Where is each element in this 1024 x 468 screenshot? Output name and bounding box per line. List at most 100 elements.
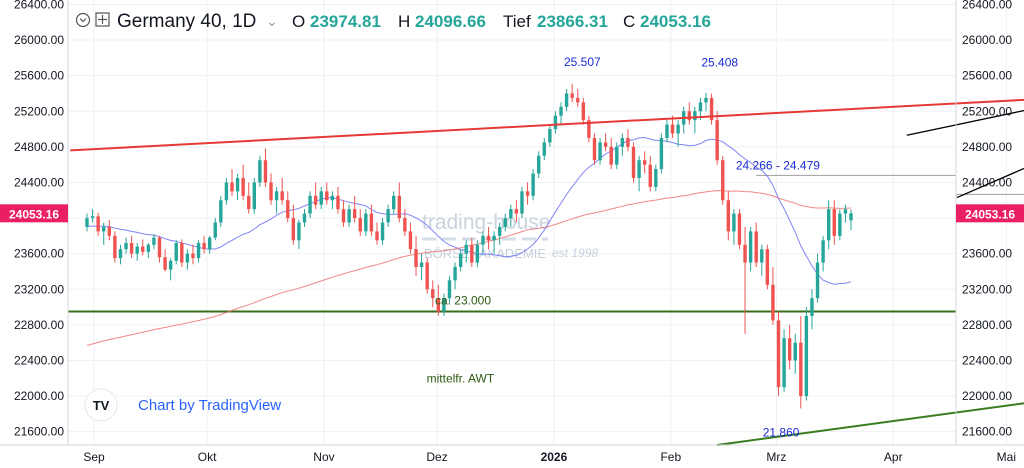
candle-body [352, 209, 357, 219]
candle [392, 191, 396, 214]
candle [319, 186, 323, 210]
collapse-icon[interactable] [75, 12, 91, 28]
candle [821, 235, 825, 272]
candle [615, 142, 619, 170]
candle-body [464, 244, 468, 254]
candle-body [743, 244, 747, 263]
green-long-trendline [717, 402, 1024, 446]
candle-body [553, 115, 558, 130]
candle-body [230, 182, 234, 192]
compare-icon[interactable] [95, 12, 110, 27]
candle-body [676, 124, 680, 134]
candle [525, 182, 530, 205]
y-tick-label-left: 25200.00 [14, 104, 64, 118]
candle-body [826, 209, 831, 241]
candle-body [715, 120, 719, 161]
candle [765, 244, 770, 290]
tradingview-link[interactable]: Chart by TradingView [138, 397, 281, 414]
candle-body [687, 111, 691, 121]
candle [113, 231, 117, 263]
candle-body [369, 213, 374, 232]
candle-body [364, 213, 368, 232]
low-label: Tief [503, 12, 531, 31]
candle [180, 239, 184, 267]
y-tick-label-right: 24800.00 [962, 140, 1012, 154]
candle-body [799, 342, 803, 397]
candle [163, 249, 167, 272]
candle [380, 218, 385, 245]
candle [185, 249, 190, 270]
y-tick-label-right: 22000.00 [962, 389, 1012, 403]
candle-body [492, 235, 496, 241]
candle [793, 333, 797, 374]
open-value: 23974.81 [310, 12, 381, 31]
candle-body [598, 142, 602, 161]
candle [336, 186, 340, 214]
candle [330, 191, 335, 210]
candle [235, 173, 240, 201]
candle-body [358, 218, 362, 232]
candle [247, 182, 251, 214]
candle-body [247, 195, 251, 210]
candle-body [709, 97, 714, 121]
candle [313, 182, 318, 210]
candle [431, 280, 435, 308]
candle-body [280, 191, 284, 201]
candle [843, 204, 848, 223]
symbol-title[interactable]: Germany 40, 1D [117, 11, 256, 32]
candle [771, 267, 775, 325]
candle [325, 182, 329, 205]
candle [748, 226, 753, 272]
candle [849, 209, 853, 230]
candle-body [592, 137, 597, 161]
candle [648, 155, 652, 192]
symbol-dropdown-icon[interactable]: ⌄ [266, 13, 278, 29]
x-tick-label: Nov [313, 450, 334, 464]
candle [715, 111, 719, 165]
candle [470, 237, 474, 267]
candle [453, 262, 457, 290]
close-value: 24053.16 [640, 12, 711, 31]
candle [503, 213, 507, 232]
candle-body [380, 222, 385, 241]
candle-body [509, 209, 513, 219]
candle-body [693, 111, 697, 121]
x-tick-label: Mai [997, 450, 1016, 464]
candle [224, 178, 229, 205]
high-value: 24096.66 [415, 12, 486, 31]
y-tick-label-right: 22400.00 [962, 353, 1012, 367]
candle-body [581, 102, 586, 121]
candle [709, 93, 714, 125]
candle-body [631, 146, 636, 178]
candle-body [804, 315, 809, 397]
candle-body [760, 249, 764, 263]
candle-body [107, 226, 112, 236]
annotation-low-mar: 21.860 [763, 426, 800, 440]
candle-body [754, 231, 758, 263]
x-tick-label: Okt [198, 450, 217, 464]
candle-body [146, 244, 151, 252]
y-tick-label-right: 25600.00 [962, 69, 1012, 83]
candle-body [291, 218, 296, 241]
candle [107, 219, 112, 241]
y-tick-label-left: 21600.00 [14, 425, 64, 439]
candle-body [548, 129, 552, 143]
candle-body [442, 298, 446, 312]
y-tick-label-right: 26000.00 [962, 33, 1012, 47]
watermark-academy: BÖRSENAKADEMIE [424, 246, 546, 261]
x-tick-label: Feb [660, 450, 681, 464]
y-tick-label-left: 22400.00 [14, 353, 64, 367]
tradingview-attribution[interactable]: TV Chart by TradingView [84, 388, 281, 422]
candle [347, 204, 351, 227]
candle [308, 191, 312, 219]
candle-body [765, 249, 770, 285]
candle [654, 164, 658, 192]
candle [408, 222, 413, 254]
candle [537, 151, 541, 178]
candle-body [207, 237, 212, 250]
candle-body [152, 237, 156, 245]
candle [804, 307, 809, 401]
candle-body [414, 249, 418, 267]
